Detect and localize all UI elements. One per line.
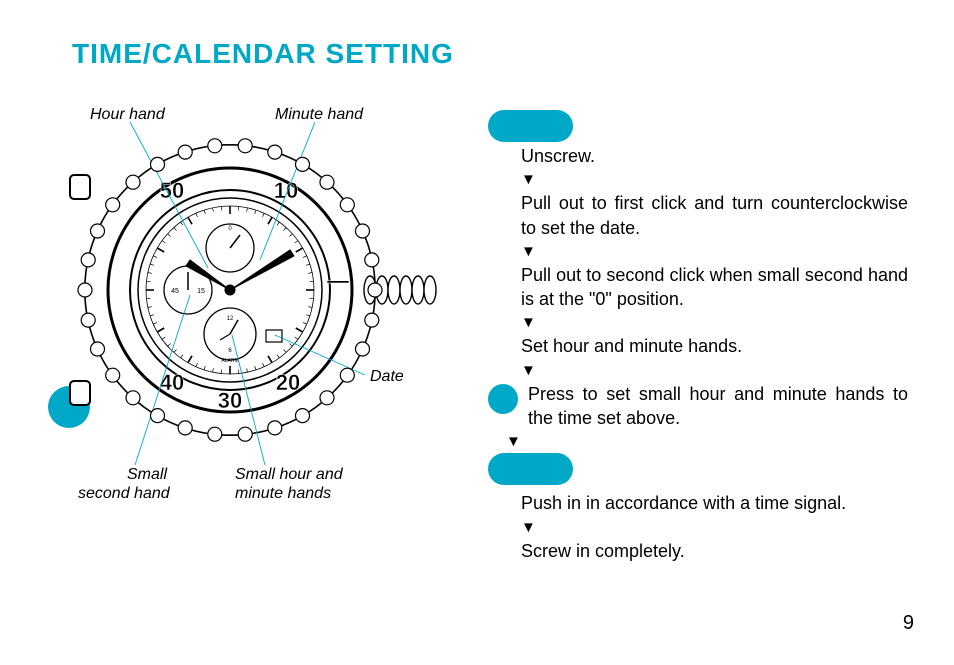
arrow-icon: ▼ [521,315,908,330]
arrow-icon: ▼ [521,172,908,187]
watch-diagram: 10 — 20 30 40 50 [40,110,470,480]
arrow-icon: ▼ [521,363,908,378]
step-screw-in: Screw in completely. [488,539,908,563]
svg-text:50: 50 [160,178,184,203]
crown-pill-1 [488,110,908,142]
arrow-icon: ▼ [521,244,908,259]
step-pull-second: Pull out to second click when small seco… [488,263,908,312]
page-title: TIME/CALENDAR SETTING [72,38,454,70]
step-press-button: Press to set small hour and minute hands… [488,382,908,431]
arrow-icon: ▼ [521,520,908,535]
svg-text:45: 45 [171,288,179,295]
svg-text:15: 15 [197,288,205,295]
label-small-hm-l2: minute hands [235,485,331,503]
label-small-second-hand-l2: second hand [78,485,170,503]
svg-text:12: 12 [227,316,234,322]
step-set-hands: Set hour and minute hands. [488,334,908,358]
svg-text:10: 10 [274,178,298,203]
svg-text:40: 40 [160,370,184,395]
page-number: 9 [903,612,914,635]
step-press-text: Press to set small hour and minute hands… [528,382,908,431]
svg-text:—: — [327,268,349,293]
arrow-icon: ▼ [488,434,908,449]
step-pull-first: Pull out to first click and turn counter… [488,191,908,240]
svg-text:20: 20 [276,370,300,395]
instructions: Unscrew. ▼ Pull out to first click and t… [488,110,908,565]
page: TIME/CALENDAR SETTING Hour hand Minute h… [0,0,954,665]
a-button-icon [488,384,518,414]
svg-text:ALARM: ALARM [221,358,238,364]
step-unscrew: Unscrew. [488,144,908,168]
diagram-area: Hour hand Minute hand Date Small second … [40,90,470,560]
svg-text:30: 30 [218,388,242,413]
crown-pill-2 [488,453,908,485]
step-push-in: Push in in accordance with a time signal… [488,491,908,515]
